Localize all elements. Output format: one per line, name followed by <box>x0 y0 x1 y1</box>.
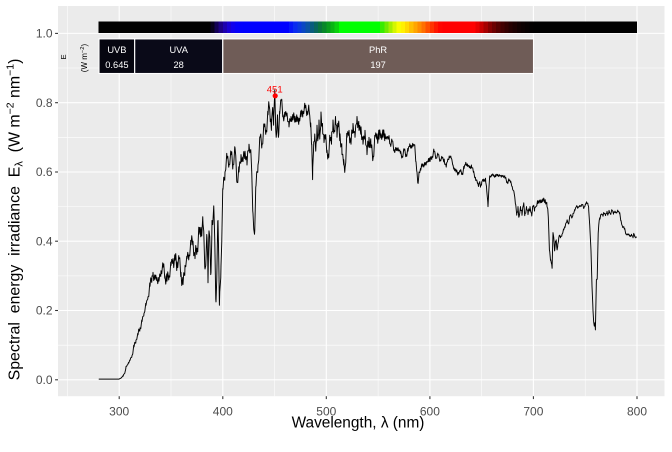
svg-text:0.645: 0.645 <box>105 60 128 70</box>
svg-text:0.0: 0.0 <box>36 373 53 387</box>
svg-text:1.0: 1.0 <box>36 27 53 41</box>
svg-text:500: 500 <box>316 404 336 418</box>
svg-text:28: 28 <box>174 60 184 70</box>
svg-text:Wavelength, λ (nm): Wavelength, λ (nm) <box>292 415 425 432</box>
svg-text:UVA: UVA <box>169 45 188 55</box>
svg-text:(W m−2): (W m−2) <box>80 43 89 72</box>
svg-text:0.4: 0.4 <box>36 234 53 248</box>
svg-text:300: 300 <box>109 404 129 418</box>
svg-text:UVB: UVB <box>107 45 126 55</box>
svg-text:400: 400 <box>213 404 233 418</box>
svg-text:800: 800 <box>627 404 647 418</box>
svg-text:0.2: 0.2 <box>36 304 53 318</box>
svg-text:700: 700 <box>523 404 543 418</box>
svg-text:Spectral energy irradiance: Spectral energy irradiance Eλ (W m−2 nm−… <box>5 59 26 381</box>
svg-text:0.6: 0.6 <box>36 165 53 179</box>
svg-text:PhR: PhR <box>369 45 387 55</box>
svg-text:197: 197 <box>370 60 386 70</box>
svg-text:E: E <box>59 54 68 59</box>
svg-text:0.8: 0.8 <box>36 96 53 110</box>
svg-text:451: 451 <box>267 85 283 96</box>
svg-text:600: 600 <box>420 404 440 418</box>
